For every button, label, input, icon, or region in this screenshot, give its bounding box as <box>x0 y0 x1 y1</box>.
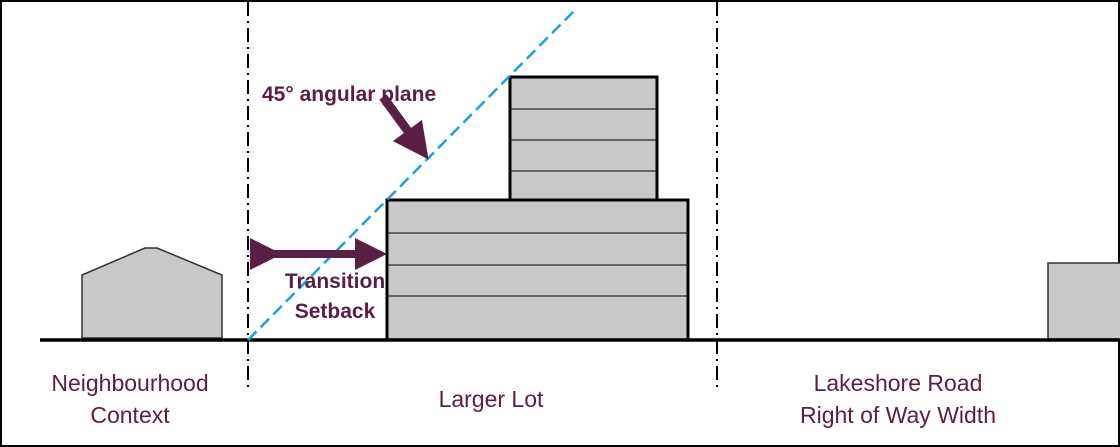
annotation: Transition <box>285 270 385 293</box>
zone-label: Lakeshore Road <box>814 370 983 396</box>
angular-plane <box>247 7 578 341</box>
annotation: Setback <box>295 300 376 323</box>
zone-label: Right of Way Width <box>800 402 996 428</box>
zone-label: Larger Lot <box>439 386 544 412</box>
annotation: 45° angular plane <box>262 83 436 106</box>
pointer-arrow <box>379 94 429 160</box>
zone-label: Context <box>90 402 170 428</box>
building <box>385 75 690 342</box>
building <box>1047 262 1120 340</box>
zone-label: Neighbourhood <box>51 370 208 396</box>
house <box>81 247 223 339</box>
